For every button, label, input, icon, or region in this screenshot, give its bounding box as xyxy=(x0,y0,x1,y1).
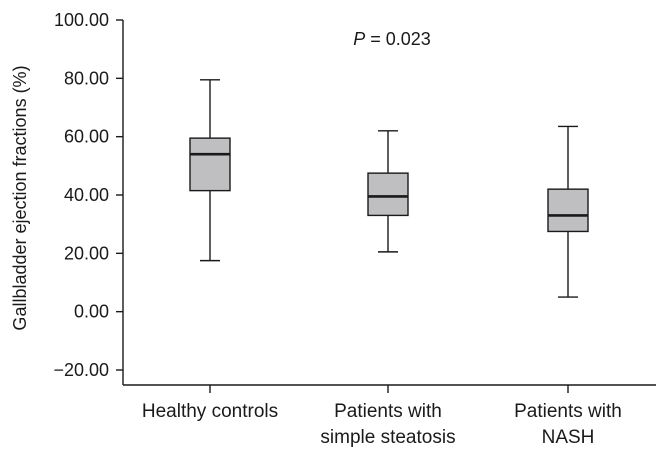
x-category-label-line: Patients with xyxy=(334,401,442,422)
y-tick-label: 0.00 xyxy=(74,302,109,322)
box-group xyxy=(367,130,409,253)
iqr-box xyxy=(367,172,409,217)
x-axis: Healthy controls Patients with simple stea… xyxy=(123,384,656,448)
x-category-label-line: Healthy controls xyxy=(142,401,278,422)
p-symbol: P xyxy=(353,29,365,49)
x-category-label-line: simple steatosis xyxy=(320,427,455,448)
y-axis-title: Gallbladder ejection fractions (%) xyxy=(10,65,30,330)
iqr-box xyxy=(547,188,589,233)
x-category-label-line: NASH xyxy=(542,427,595,448)
box-group xyxy=(547,125,589,298)
p-value-annotation: P = 0.023 xyxy=(353,29,431,49)
y-tick-label: 40.00 xyxy=(64,185,109,205)
box-series xyxy=(189,79,589,298)
y-axis: 100.00 80.00 60.00 40.00 20.00 0.00 −20.00 xyxy=(53,10,124,385)
y-tick-label: −20.00 xyxy=(53,360,109,380)
p-value-text: = 0.023 xyxy=(365,29,431,49)
x-category-label: Healthy controls xyxy=(142,401,278,422)
x-category-label: Patients with simple steatosis xyxy=(320,401,455,448)
y-tick-label: 60.00 xyxy=(64,127,109,147)
y-tick-label: 100.00 xyxy=(54,10,109,30)
box-group xyxy=(189,79,231,262)
x-category-label-line: Patients with xyxy=(514,401,622,422)
iqr-box xyxy=(189,137,231,192)
y-tick-label: 20.00 xyxy=(64,243,109,263)
y-tick-label: 80.00 xyxy=(64,68,109,88)
x-category-label: Patients with NASH xyxy=(514,401,622,448)
